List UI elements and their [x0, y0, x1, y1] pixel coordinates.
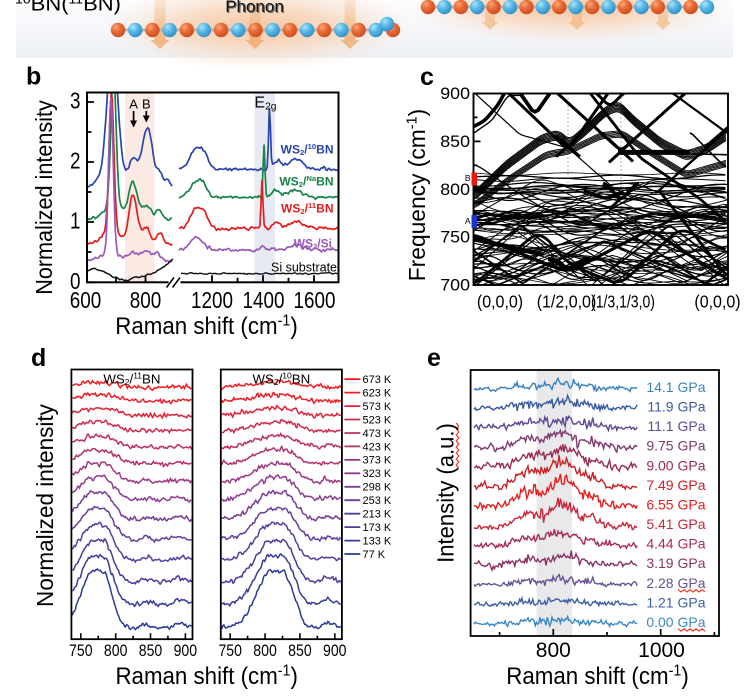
svg-text:900: 900 [440, 83, 470, 103]
svg-text:573 K: 573 K [363, 401, 392, 413]
svg-text:213 K: 213 K [363, 509, 392, 521]
svg-text:Raman shift (cm-1): Raman shift (cm-1) [506, 662, 689, 689]
svg-text:9.75 GPa: 9.75 GPa [646, 438, 705, 454]
svg-text:423 K: 423 K [363, 441, 392, 453]
svg-text:323 K: 323 K [363, 468, 392, 480]
svg-text:900: 900 [323, 642, 347, 660]
svg-text:Raman shift (cm-1): Raman shift (cm-1) [115, 312, 298, 339]
svg-text:Frequency (cm-1): Frequency (cm-1) [404, 109, 430, 281]
svg-text:133 K: 133 K [363, 535, 392, 547]
svg-text:(0,0,0): (0,0,0) [694, 292, 740, 312]
svg-text:900: 900 [174, 642, 198, 660]
svg-text:4.44 GPa: 4.44 GPa [646, 536, 705, 552]
svg-text:800: 800 [440, 179, 470, 199]
svg-text:1200: 1200 [191, 288, 233, 313]
svg-text:14.1 GPa: 14.1 GPa [646, 379, 705, 395]
svg-text:Si substrate: Si substrate [271, 261, 337, 275]
svg-text:(0,0,0): (0,0,0) [477, 292, 523, 312]
svg-text:b: b [26, 63, 41, 91]
svg-text:700: 700 [440, 275, 470, 295]
svg-text:1400: 1400 [243, 288, 285, 313]
svg-text:298 K: 298 K [363, 482, 392, 494]
svg-text:c: c [420, 63, 434, 91]
svg-text:WS2/10BN: WS2/10BN [281, 142, 334, 157]
svg-text:2: 2 [70, 149, 80, 174]
svg-text:WS2/10BN: WS2/10BN [252, 371, 310, 388]
svg-text:e: e [427, 344, 441, 372]
svg-text:B: B [465, 173, 471, 183]
svg-text:(1/2,0,0): (1/2,0,0) [537, 292, 597, 312]
svg-text:523 K: 523 K [363, 414, 392, 426]
svg-text:750: 750 [440, 227, 470, 247]
svg-text:WS2/NaBN: WS2/NaBN [279, 174, 333, 189]
svg-text:d: d [31, 344, 46, 372]
svg-text:800: 800 [536, 639, 571, 662]
svg-text:253 K: 253 K [363, 495, 392, 507]
svg-text:1600: 1600 [294, 288, 336, 313]
svg-text:6.55 GPa: 6.55 GPa [646, 496, 705, 512]
svg-text:Normalized intensity: Normalized intensity [31, 99, 57, 294]
svg-text:1: 1 [70, 209, 80, 234]
svg-text:800: 800 [104, 642, 128, 660]
svg-text:0: 0 [70, 269, 80, 294]
svg-text:Intensity (a.u.): Intensity (a.u.) [433, 423, 459, 563]
svg-text:Phonon: Phonon [226, 0, 285, 17]
svg-text:7.49 GPa: 7.49 GPa [646, 477, 705, 493]
svg-text:800: 800 [253, 642, 277, 660]
svg-text:WS2/Si: WS2/Si [294, 237, 332, 252]
svg-text:B: B [142, 97, 151, 112]
svg-text:673 K: 673 K [363, 374, 392, 386]
svg-text:11.1 GPa: 11.1 GPa [647, 418, 705, 434]
svg-text:Raman shift (cm-1): Raman shift (cm-1) [115, 662, 298, 689]
svg-text:(1/3,1/3,0): (1/3,1/3,0) [591, 292, 655, 312]
svg-text:11.9 GPa: 11.9 GPa [647, 399, 705, 415]
svg-text:473 K: 473 K [363, 428, 392, 440]
svg-text:800: 800 [130, 288, 161, 313]
svg-text:600: 600 [70, 288, 101, 313]
svg-text:850: 850 [139, 642, 163, 660]
svg-text:373 K: 373 K [363, 455, 392, 467]
svg-text:A: A [465, 216, 471, 226]
svg-text:Phonon: Phonon [225, 0, 284, 16]
svg-text:0.00 GPa: 0.00 GPa [646, 614, 705, 630]
svg-text:5.41 GPa: 5.41 GPa [646, 516, 705, 532]
svg-text:3.19 GPa: 3.19 GPa [646, 555, 705, 571]
svg-text:850: 850 [440, 131, 470, 151]
svg-text:10BN(11BN): 10BN(11BN) [15, 0, 121, 15]
svg-text:623 K: 623 K [363, 387, 392, 399]
svg-text:2.28 GPa: 2.28 GPa [646, 575, 705, 591]
svg-text:WS2/11BN: WS2/11BN [281, 201, 333, 216]
svg-text:1.21 GPa: 1.21 GPa [646, 594, 705, 610]
svg-text:9.00 GPa: 9.00 GPa [646, 457, 705, 473]
svg-text:A: A [129, 97, 138, 112]
svg-text:77 K: 77 K [363, 549, 386, 561]
svg-text:750: 750 [218, 642, 242, 660]
svg-text:850: 850 [288, 642, 312, 660]
svg-text:1000: 1000 [638, 639, 685, 662]
svg-text:Normalized intensity: Normalized intensity [32, 403, 58, 606]
svg-text:3: 3 [70, 89, 80, 114]
svg-text:173 K: 173 K [363, 522, 392, 534]
svg-text:WS2/11BN: WS2/11BN [103, 371, 160, 388]
svg-text:750: 750 [69, 642, 93, 660]
